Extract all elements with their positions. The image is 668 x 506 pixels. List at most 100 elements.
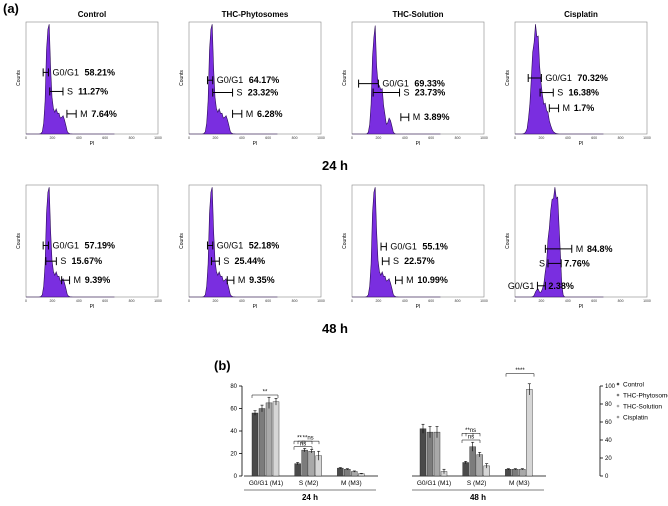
x-tick-label: 0	[514, 299, 516, 303]
phase-name: G0/G1	[508, 281, 535, 291]
legend-item: THC-Phytosomes	[616, 393, 668, 400]
phase-percent: 55.1%	[422, 242, 448, 252]
bar	[308, 451, 315, 477]
significance-label: ****	[515, 368, 525, 374]
phase-marker: G0/G1 64.17%	[206, 75, 279, 85]
phase-percent: 11.27%	[78, 86, 108, 96]
x-tick-label: 800	[292, 299, 298, 303]
y-tick-label-right: 100	[605, 384, 616, 390]
row-label-48h: 48 h	[322, 321, 348, 336]
histogram-area	[189, 24, 278, 135]
phase-marker: S 23.73%	[372, 88, 445, 98]
bar	[258, 408, 266, 477]
legend-item: THC-Solution	[616, 404, 662, 411]
category-label: S (M2)	[467, 480, 487, 487]
x-tick-label: 1000	[643, 136, 651, 140]
phase-name: M	[246, 109, 254, 119]
phase-name: S	[393, 256, 399, 266]
phase-name: S	[557, 88, 563, 98]
histogram-ylabel: Counts	[16, 70, 22, 86]
phase-name: M	[238, 275, 246, 285]
legend-label: THC-Solution	[623, 404, 662, 411]
significance-marker: ****	[505, 368, 535, 377]
phase-name: S	[223, 256, 229, 266]
histogram-title: THC-Phytosomes	[222, 10, 289, 19]
phase-name: S	[67, 86, 73, 96]
x-tick-label: 800	[455, 136, 461, 140]
category-label: G0/G1 (M1)	[417, 480, 451, 487]
phase-percent: 69.33%	[414, 79, 445, 89]
x-tick-label: 1000	[643, 299, 651, 303]
phase-percent: 52.18%	[249, 240, 280, 250]
x-tick-label: 800	[292, 136, 298, 140]
x-tick-label: 600	[428, 136, 434, 140]
y-tick-label-right: 80	[605, 402, 612, 408]
x-tick-label: 600	[591, 299, 597, 303]
x-tick-label: 200	[49, 136, 55, 140]
histogram-area	[515, 24, 604, 135]
phase-marker: S 7.76%	[539, 258, 590, 268]
histogram-panel: Counts 0 200 400 600 800 1000 PI G0/G1 55.1% S 22.5…	[342, 184, 488, 310]
group-label: 48 h	[470, 493, 486, 502]
bar	[301, 449, 308, 477]
phase-marker: M 1.7%	[548, 103, 595, 113]
y-tick-label-right: 0	[605, 474, 609, 480]
histogram-grid: Control Counts 0 200 400 600 800 1000 PI G0/G1 58.…	[16, 10, 651, 310]
x-tick-label: 200	[538, 136, 544, 140]
histogram-xlabel: PI	[416, 141, 421, 147]
y-tick-label-right: 20	[605, 456, 612, 462]
phase-percent: 1.7%	[574, 103, 595, 113]
bar	[344, 469, 351, 477]
phase-marker: M 9.39%	[61, 275, 110, 285]
significance-marker: ns	[301, 436, 320, 445]
y-tick-label: 20	[230, 452, 237, 458]
x-tick-label: 200	[375, 136, 381, 140]
panel-a-label: (a)	[3, 1, 19, 16]
histogram-panel: Control Counts 0 200 400 600 800 1000 PI G0/G1 58.…	[16, 10, 162, 147]
phase-percent: 9.35%	[249, 275, 275, 285]
bar	[337, 467, 344, 477]
x-tick-label: 600	[591, 136, 597, 140]
histogram-panel: Cisplatin Counts 0 200 400 600 800 1000 PI G0/G1 7…	[505, 10, 651, 147]
x-tick-label: 0	[25, 299, 27, 303]
significance-marker: ns	[293, 441, 313, 450]
legend-label: THC-Phytosomes	[623, 393, 668, 400]
phase-percent: 25.44%	[235, 256, 266, 266]
significance-label: ns	[300, 441, 306, 447]
y-tick-label-right: 60	[605, 420, 612, 426]
bar	[251, 412, 259, 477]
legend-marker	[616, 393, 620, 397]
phase-name: G0/G1	[52, 67, 79, 77]
x-tick-label: 400	[565, 136, 571, 140]
plot-frame	[514, 184, 648, 298]
histogram-area	[352, 187, 441, 298]
row-label-24h: 24 h	[322, 158, 348, 173]
x-tick-label: 0	[188, 299, 190, 303]
bar	[433, 431, 441, 477]
phase-marker: G0/G1 69.33%	[358, 79, 445, 89]
legend-marker	[616, 404, 620, 408]
x-tick-label: 1000	[480, 299, 488, 303]
phase-name: S	[539, 258, 545, 268]
bar	[512, 469, 519, 477]
group-label: 24 h	[302, 493, 318, 502]
bar	[426, 431, 434, 477]
legend-item: Cisplatin	[616, 415, 648, 422]
histogram-xlabel: PI	[253, 304, 258, 310]
histogram-panel: THC-Solution Counts 0 200 400 600 800 1000 PI G0/…	[342, 10, 488, 147]
x-tick-label: 400	[239, 136, 245, 140]
bar	[294, 463, 301, 477]
bar	[419, 428, 427, 477]
phase-marker: S 22.57%	[381, 256, 435, 266]
legend-label: Control	[623, 382, 645, 389]
bar	[462, 462, 469, 477]
histogram-area	[26, 187, 115, 298]
x-tick-label: 0	[188, 136, 190, 140]
phase-percent: 58.21%	[84, 67, 115, 77]
phase-name: M	[74, 275, 82, 285]
bar	[476, 454, 483, 477]
y-tick-label: 60	[230, 407, 237, 413]
phase-marker: G0/G1 55.1%	[380, 242, 448, 252]
significance-label: **	[303, 436, 308, 442]
phase-name: S	[60, 256, 66, 266]
